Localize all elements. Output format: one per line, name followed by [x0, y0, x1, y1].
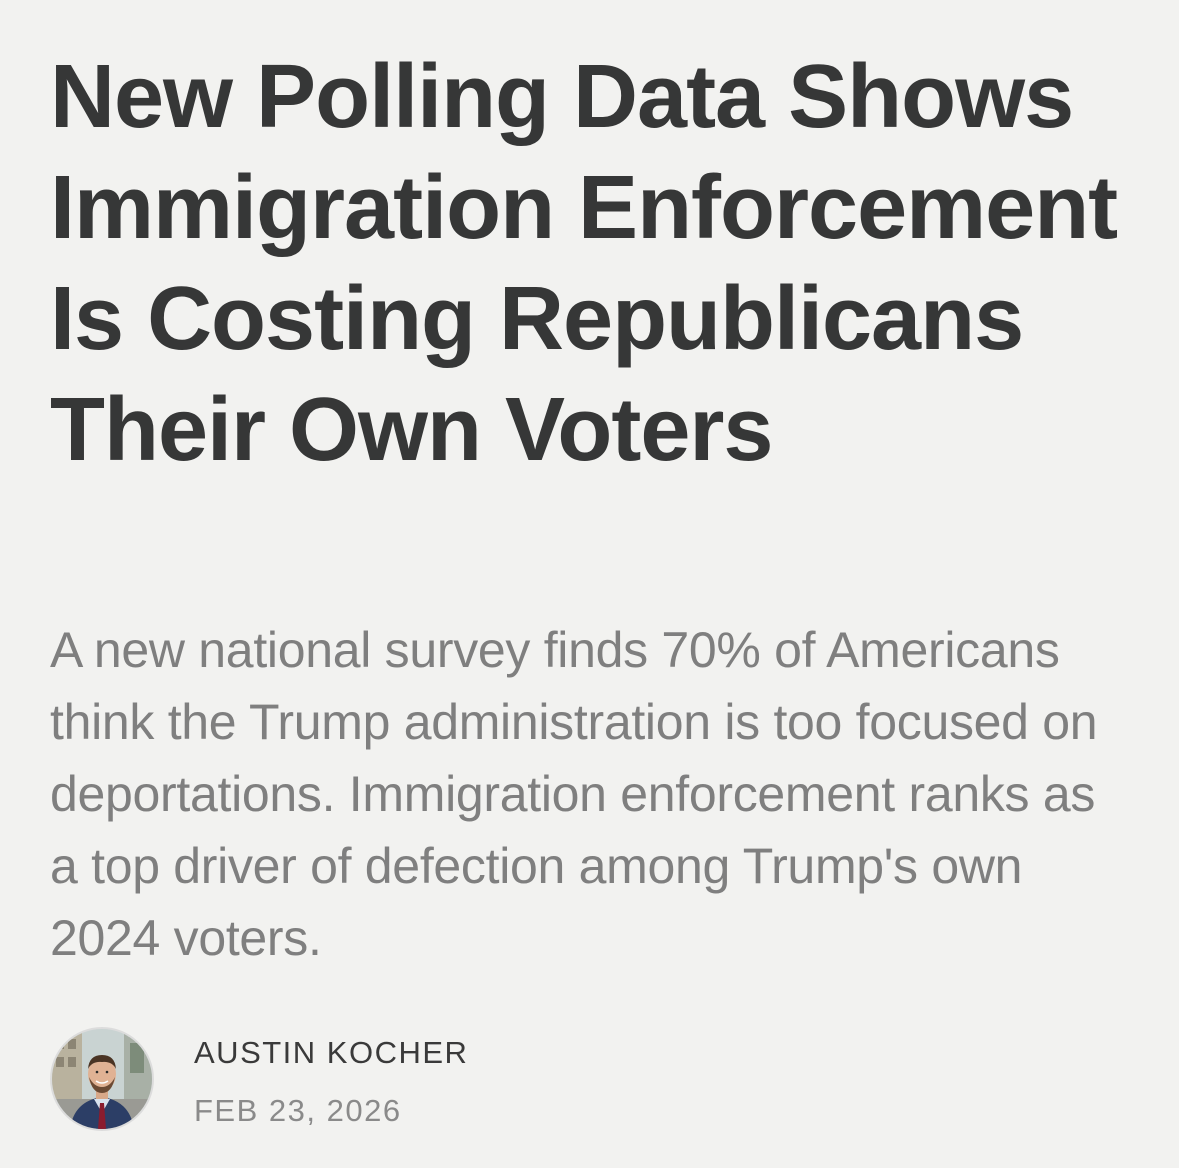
publish-date: FEB 23, 2026	[194, 1093, 402, 1128]
article-header: New Polling Data Shows Immigration Enfor…	[50, 0, 1150, 1131]
author-name[interactable]: AUSTIN KOCHER	[194, 1035, 469, 1070]
article-subtitle: A new national survey finds 70% of Ameri…	[50, 622, 1098, 966]
article-title[interactable]: New Polling Data Shows Immigration Enfor…	[50, 47, 1118, 480]
author-photo-icon	[52, 1029, 152, 1129]
author-avatar[interactable]	[50, 1027, 154, 1131]
byline: AUSTIN KOCHER FEB 23, 2026	[50, 1025, 750, 1135]
